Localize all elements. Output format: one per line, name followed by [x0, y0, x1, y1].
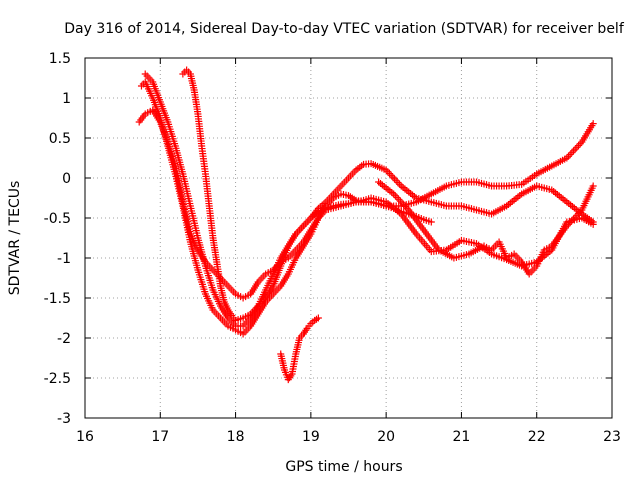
series-track-6: [375, 178, 597, 278]
data-point: [573, 143, 581, 151]
data-point: [395, 195, 403, 203]
data-point: [391, 192, 399, 200]
x-tick-label: 18: [227, 429, 245, 445]
y-tick-label: -1.5: [44, 291, 71, 307]
x-tick-label: 19: [302, 429, 320, 445]
y-tick-label: -2.5: [44, 371, 71, 387]
x-tick-label: 21: [453, 429, 471, 445]
data-point: [391, 175, 399, 183]
data-point: [571, 145, 579, 153]
y-tick-label: 0.5: [49, 131, 71, 147]
data-point: [589, 120, 597, 128]
y-tick-label: 1.5: [49, 51, 71, 67]
data-point: [314, 314, 322, 322]
y-tick-label: -0.5: [44, 211, 71, 227]
data-marks: [135, 66, 597, 384]
y-tick-label: -3: [57, 411, 71, 427]
series-track-4: [179, 66, 597, 324]
data-point: [566, 150, 574, 158]
y-tick-label: -1: [57, 251, 71, 267]
x-tick-label: 23: [603, 429, 621, 445]
data-point: [394, 178, 402, 186]
y-tick-label: 1: [62, 91, 71, 107]
axis-ticks: 16 17 18 19 20 21 22 23 1.5 1 0.5 0 -0.5 -1 -1.5 -2 -2.5…: [44, 51, 621, 445]
data-point: [393, 194, 401, 202]
data-point: [575, 142, 583, 150]
data-point: [570, 147, 578, 155]
data-point: [396, 180, 404, 188]
chart-title: Day 316 of 2014, Sidereal Day-to-day VTE…: [64, 21, 625, 37]
data-point: [389, 173, 397, 181]
data-point: [589, 220, 597, 228]
y-tick-label: -2: [57, 331, 71, 347]
y-axis-label: SDTVAR / TECUs: [7, 181, 23, 296]
data-point: [385, 170, 393, 178]
data-point: [396, 197, 404, 205]
x-tick-label: 22: [528, 429, 546, 445]
x-tick-label: 17: [151, 429, 169, 445]
y-tick-label: 0: [62, 171, 71, 187]
series-track-5: [277, 314, 322, 384]
data-point: [427, 218, 435, 226]
series-track-3: [141, 70, 597, 330]
data-point: [589, 182, 597, 190]
x-axis-label: GPS time / hours: [285, 459, 402, 475]
plot-frame: [84, 57, 613, 419]
data-point: [568, 149, 576, 157]
x-tick-label: 16: [76, 429, 94, 445]
x-tick-label: 20: [377, 429, 395, 445]
